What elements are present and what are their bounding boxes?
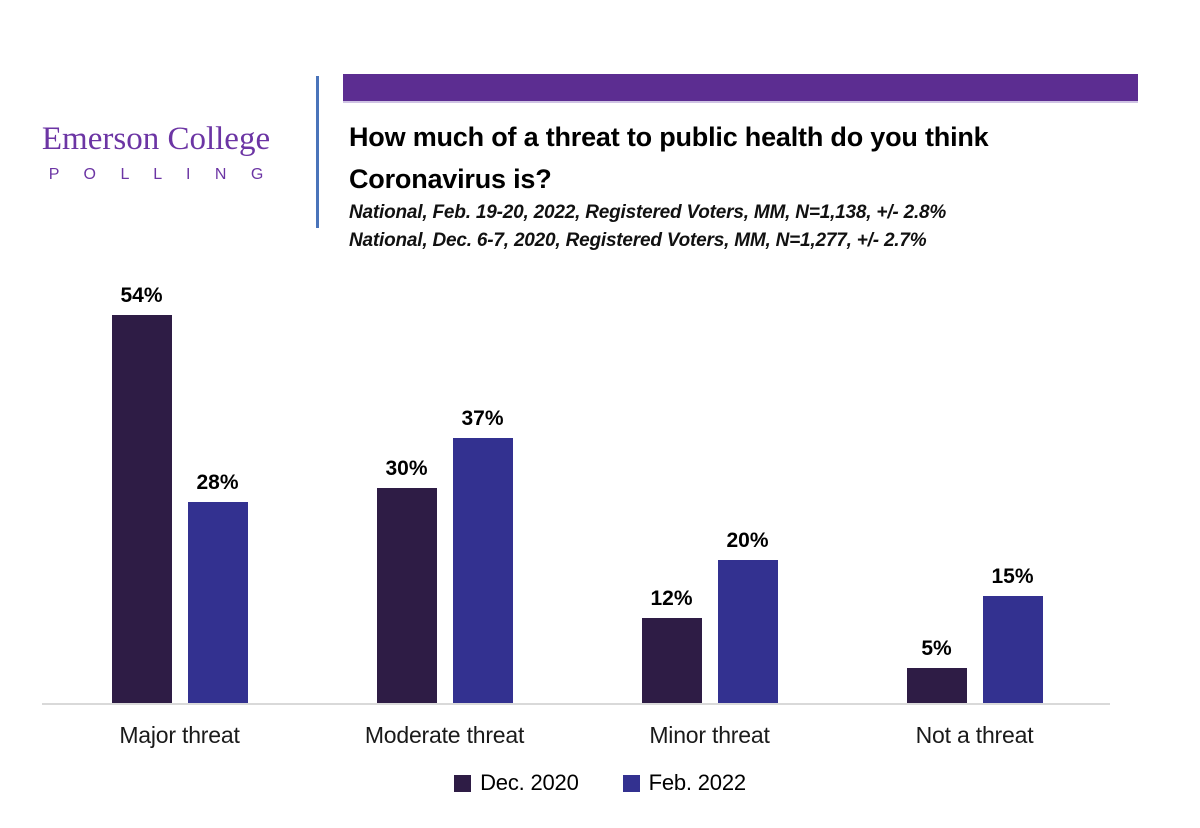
bar-column: 15% [982,565,1043,704]
bar [452,437,513,704]
legend-item: Dec. 2020 [454,770,579,796]
legend-item: Feb. 2022 [622,770,746,796]
logo-polling-label: P O L L I N G [48,166,274,183]
bar-column: 5% [906,637,967,704]
bar-value-label: 12% [650,586,693,610]
bar-value-label: 15% [991,565,1034,588]
bar [111,315,172,704]
subtitle-line-2: National, Dec. 6-7, 2020, Registered Vot… [349,230,927,251]
bar-group: 12% 20% [577,280,842,704]
bar-group: 30% 37% [312,280,577,704]
legend-swatch [454,774,472,792]
legend-label: Feb. 2022 [648,770,746,795]
x-axis-label: Moderate threat [364,722,525,748]
bar [906,668,967,704]
x-axis-line [42,703,1110,705]
legend-label: Dec. 2020 [480,770,579,795]
purple-banner-bar [343,74,1138,103]
bar [982,596,1043,704]
bar-column: 37% [452,406,513,704]
bar-column: 28% [187,471,248,704]
bar [717,560,778,704]
logo-wordmark: Emerson College [41,121,271,157]
bar-value-label: 28% [196,471,239,495]
emerson-college-logo: Emerson College P O L L I N G [8,120,304,184]
bar-column: 12% [641,586,702,704]
chart-title-line-2: Coronavirus is? [349,164,552,194]
bar-group: 5% 15% [842,280,1107,704]
bar [376,488,437,704]
vertical-divider [316,76,319,228]
bar-value-label: 5% [921,637,952,660]
chart-title-line-1: How much of a threat to public health do… [349,122,989,152]
bar-chart-plot-area: 54% 28% 30% 37% 12% 20% 5% 15% [47,280,1107,704]
bar-value-label: 20% [726,529,769,552]
bar-group: 54% 28% [47,280,312,704]
chart-legend: Dec. 2020 Feb. 2022 [0,770,1200,796]
x-axis-label: Minor threat [649,722,770,748]
bar [641,617,702,704]
bar-value-label: 37% [461,406,504,430]
bar-column: 54% [111,284,172,704]
bar-value-label: 54% [120,284,163,308]
bar-column: 30% [376,457,437,704]
chart-title: How much of a threat to public health do… [349,116,1129,200]
x-axis-label: Major threat [119,722,240,748]
bar [187,502,248,704]
bar-column: 20% [717,529,778,704]
x-axis-label: Not a threat [915,722,1034,748]
subtitle-line-1: National, Feb. 19-20, 2022, Registered V… [349,202,947,223]
x-axis-category-labels: Major threat Moderate threat Minor threat N… [47,722,1107,749]
legend-swatch [622,774,640,792]
chart-subtitle: National, Feb. 19-20, 2022, Registered V… [349,199,1129,255]
bar-value-label: 30% [385,457,428,480]
